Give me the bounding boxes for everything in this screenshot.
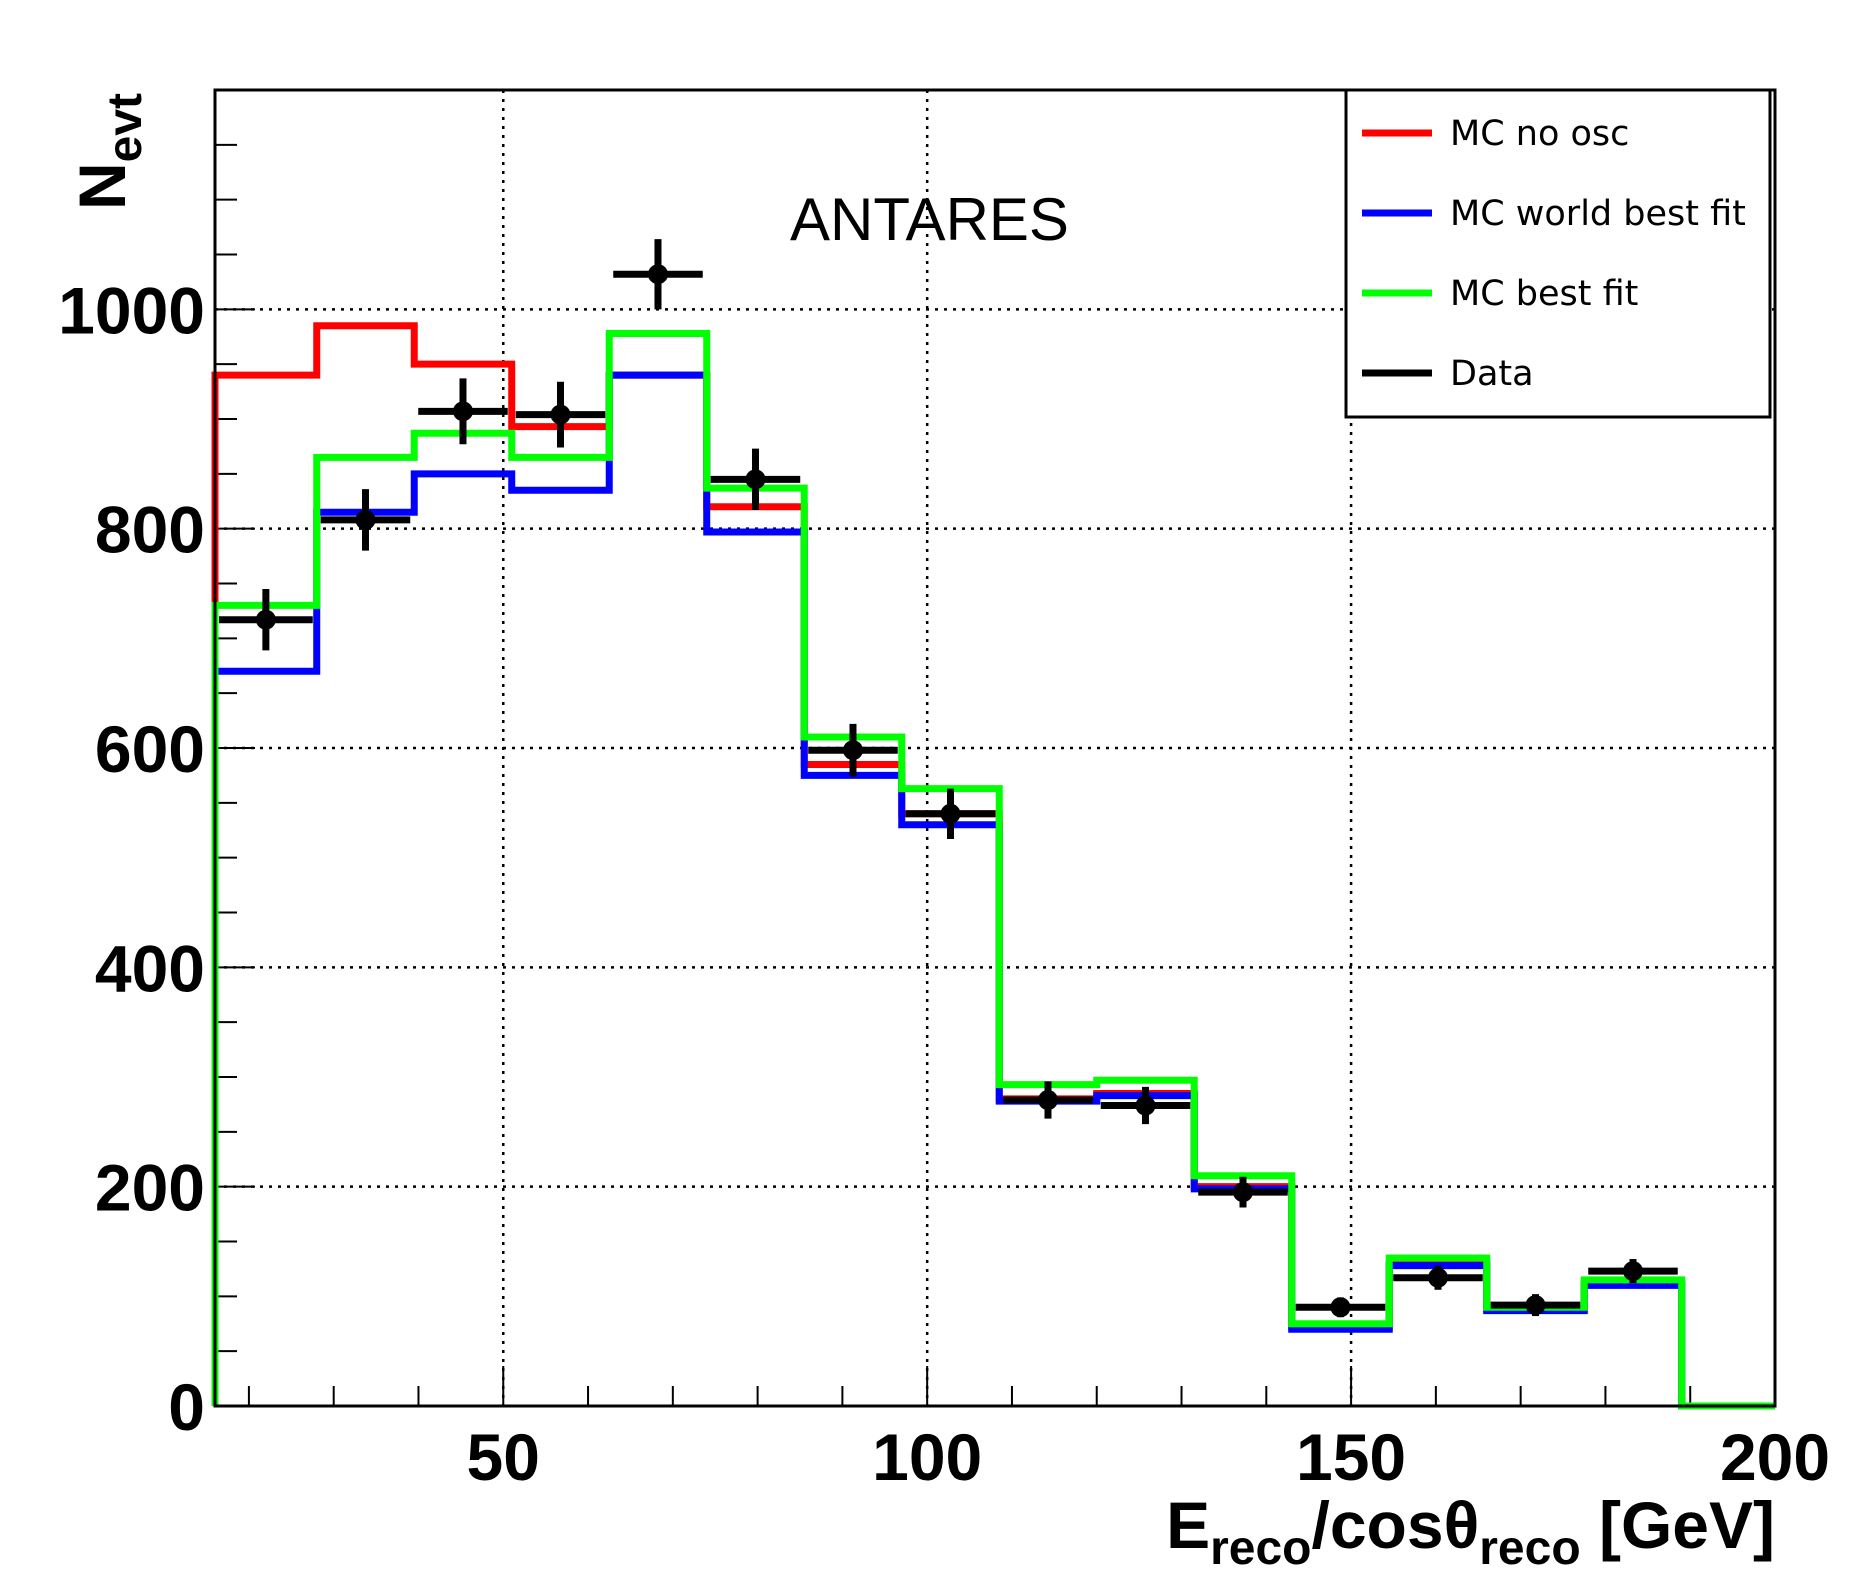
series-mc-best-fit [211,329,1775,1410]
antares-annotation: ANTARES [790,186,1069,253]
legend-entry: MC best fit [1362,274,1638,314]
x-axis-title-mid: /cosθ [1312,1488,1480,1562]
data-marker [1135,1095,1156,1116]
y-tick-labels: 0 200 400 600 800 1000 [58,273,205,1444]
x-axis-title-tail: [GeV] [1581,1488,1775,1562]
data-point [1295,1297,1386,1318]
data-point [418,378,508,445]
data-point [808,723,898,777]
legend-label: Data [1450,354,1534,394]
data-point [905,788,996,840]
data-point [1588,1259,1678,1284]
data-point [320,489,411,551]
y-axis-title-main: N [65,162,139,210]
data-marker [1232,1182,1253,1203]
data-point [613,239,703,310]
data-point [1003,1081,1093,1119]
x-axis-title: Ereco/cosθreco [GeV] [1166,1488,1775,1575]
data-marker [255,609,276,630]
x-axis-title-sub2: reco [1479,1522,1580,1575]
data-point [1490,1294,1581,1317]
minor-ticks [215,143,1692,1407]
y-tick-label: 0 [168,1370,205,1444]
legend-box [1344,88,1772,419]
data-marker [550,404,571,425]
data-marker [1037,1090,1058,1111]
data-point [1393,1265,1483,1290]
y-tick-label: 600 [95,712,205,786]
legend-label: MC best fit [1450,274,1638,314]
legend-label: MC no osc [1450,114,1629,154]
plot-frame [213,88,1777,1408]
x-tick-label: 150 [1296,1420,1406,1494]
legend-entry: MC world best fit [1362,194,1746,234]
data-marker [1622,1261,1643,1282]
x-tick-label: 200 [1720,1420,1830,1494]
data-marker [842,740,863,761]
data-marker [1330,1297,1351,1318]
legend-entry: Data [1362,354,1534,394]
data-marker [745,469,766,490]
y-tick-label: 1000 [58,273,205,347]
data-marker [940,803,961,824]
x-tick-label: 100 [872,1420,982,1494]
x-tick-labels: 50 100 150 200 [467,1420,1831,1494]
y-tick-label: 800 [95,493,205,567]
data-point [515,381,606,448]
data-point [1100,1086,1191,1125]
legend-label: MC world best fit [1450,194,1746,234]
x-axis-title-sub1: reco [1210,1522,1311,1575]
data-marker [355,509,376,530]
data-point [219,588,313,651]
series-mc-no-osc [211,322,1775,1410]
series-layer [211,322,1775,1410]
y-axis-title-sub: evt [99,93,152,162]
x-tick-label: 50 [467,1420,540,1494]
data-point [1198,1176,1288,1208]
x-axis-title-main: E [1166,1488,1210,1562]
y-tick-label: 200 [95,1151,205,1225]
data-marker [1427,1267,1448,1288]
y-tick-label: 400 [95,931,205,1005]
y-axis-title: Nevt [65,93,152,210]
data-point [710,448,801,511]
grid-layer [215,90,1775,1406]
data-marker [452,401,473,422]
legend-entry: MC no osc [1362,114,1629,154]
data-marker [647,264,668,285]
data-marker [1525,1295,1546,1316]
data-points-layer [219,239,1678,1318]
legend: MC no osc MC world best fit MC best fit Dat… [1344,88,1772,419]
